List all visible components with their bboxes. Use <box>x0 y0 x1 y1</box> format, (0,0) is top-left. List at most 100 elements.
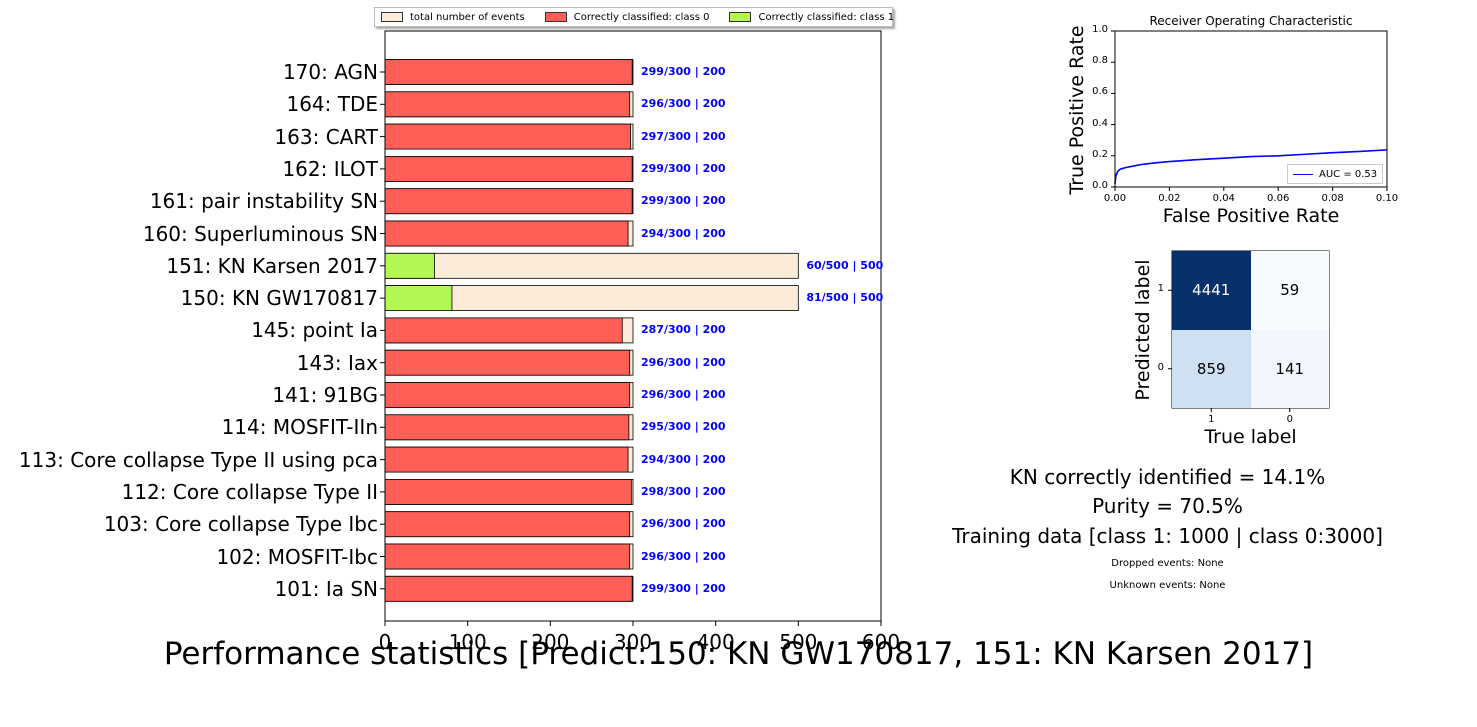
cm-y-tick-label: 0 <box>1157 361 1164 373</box>
x-tick-label: 0 <box>378 630 392 654</box>
kn-identified-text: KN correctly identified = 14.1% <box>1009 465 1326 489</box>
bar-annotation: 294/300 | 200 <box>641 226 726 240</box>
category-label: 162: ILOT <box>282 156 378 181</box>
unknown-events-text: Unknown events: None <box>1109 580 1226 591</box>
bar-annotation: 294/300 | 200 <box>641 452 726 466</box>
bar-correct <box>384 543 631 570</box>
category-label: 113: Core collapse Type II using pca <box>18 447 378 472</box>
bar-correct <box>384 220 629 247</box>
bar-annotation: 296/300 | 200 <box>641 517 726 531</box>
legend-swatch-class1 <box>729 12 752 22</box>
category-label: 101: Ia SN <box>274 576 378 601</box>
bar-annotation: 299/300 | 200 <box>641 581 726 595</box>
bar-annotation: 297/300 | 200 <box>641 129 726 143</box>
bar-correct <box>384 317 623 344</box>
bar-correct <box>384 285 453 312</box>
bar-annotation: 296/300 | 200 <box>641 97 726 111</box>
x-tick-label: 300 <box>613 630 653 654</box>
cm-cell: 141 <box>1250 329 1329 408</box>
category-label: 143: Iax <box>296 350 378 375</box>
legend-label-class0: Correctly classified: class 0 <box>573 11 710 23</box>
category-label: 160: Superluminous SN <box>142 221 378 246</box>
legend-label-class1: Correctly classified: class 1 <box>758 11 895 23</box>
category-label: 151: KN Karsen 2017 <box>166 253 378 278</box>
bar-annotation: 299/300 | 200 <box>641 65 726 78</box>
category-label: 150: KN GW170817 <box>180 286 378 311</box>
bar-correct <box>384 91 631 118</box>
bar-annotation: 296/300 | 200 <box>641 388 726 401</box>
bar-correct <box>384 252 435 279</box>
roc-legend-label: AUC = 0.53 <box>1319 168 1378 180</box>
bar-annotation: 81/500 | 500 <box>806 291 884 305</box>
bar-annotation: 295/300 | 200 <box>641 420 726 434</box>
bar-correct <box>384 575 633 602</box>
category-label: 103: Core collapse Type Ibc <box>103 512 378 537</box>
roc-y-tick-label: 0.4 <box>1092 117 1108 129</box>
category-label: 163: CART <box>274 124 378 149</box>
legend-swatch-total <box>381 12 403 22</box>
purity-text: Purity = 70.5% <box>1092 494 1243 518</box>
category-label: 164: TDE <box>286 92 378 117</box>
bar-correct <box>384 123 631 150</box>
bar-correct <box>384 349 631 376</box>
roc-x-tick-label: 0.04 <box>1212 193 1235 204</box>
roc-y-tick-label: 1.0 <box>1092 24 1108 35</box>
bar-annotation: 60/500 | 500 <box>806 258 884 272</box>
bar-annotation: 296/300 | 200 <box>641 549 726 563</box>
roc-y-tick-label: 0.8 <box>1092 55 1108 67</box>
category-label: 161: pair instability SN <box>149 189 378 214</box>
roc-legend: AUC = 0.53 <box>1287 164 1383 184</box>
roc-title: Receiver Operating Characteristic <box>1149 14 1353 28</box>
cm-cell: 859 <box>1172 329 1251 408</box>
bar-annotation: 296/300 | 200 <box>641 355 726 369</box>
cm-xlabel: True label <box>1204 426 1297 448</box>
roc-xlabel: False Positive Rate <box>1162 205 1340 227</box>
bar-correct <box>384 59 633 85</box>
roc-x-tick-label: 0.06 <box>1267 193 1290 204</box>
bar-annotation: 299/300 | 200 <box>641 161 726 175</box>
training-data-text: Training data [class 1: 1000 | class 0:3… <box>952 524 1383 548</box>
roc-x-tick-label: 0.02 <box>1158 193 1181 204</box>
bar-correct <box>384 188 633 215</box>
bar-correct <box>384 511 631 538</box>
bar-correct <box>384 382 631 408</box>
category-label: 112: Core collapse Type II <box>121 479 378 504</box>
bar-annotation: 299/300 | 200 <box>641 194 726 208</box>
x-tick-label: 600 <box>861 630 901 654</box>
bar-correct <box>384 478 632 505</box>
roc-y-tick-label: 0.0 <box>1092 180 1108 191</box>
x-tick-label: 100 <box>448 630 487 654</box>
cm-cell: 4441 <box>1172 251 1251 330</box>
bar-annotation: 287/300 | 200 <box>641 323 726 337</box>
roc-ylabel: True Positive Rate <box>1066 25 1088 195</box>
bar-chart-legend: total number of events Correctly classif… <box>374 7 895 27</box>
category-label: 170: AGN <box>282 60 378 84</box>
bar-correct <box>384 414 630 441</box>
roc-legend-line <box>1293 173 1313 175</box>
bar-correct <box>384 155 633 182</box>
bar-annotation: 298/300 | 200 <box>641 484 726 498</box>
x-tick-label: 400 <box>696 630 735 654</box>
category-label: 141: 91BG <box>272 383 378 407</box>
figure-title: Performance statistics [Predict:150: KN … <box>163 636 1314 672</box>
bar-total <box>384 252 799 279</box>
legend-label-total: total number of events <box>410 11 525 23</box>
roc-y-tick-label: 0.6 <box>1092 86 1108 98</box>
roc-x-tick-label: 0.00 <box>1103 193 1127 204</box>
cm-x-tick-label: 1 <box>1208 414 1215 425</box>
category-label: 145: point Ia <box>251 318 378 343</box>
roc-y-tick-label: 0.2 <box>1092 148 1108 160</box>
legend-item-class0: Correctly classified: class 0 <box>544 11 710 23</box>
dropped-events-text: Dropped events: None <box>1111 558 1224 569</box>
cm-cell: 59 <box>1250 251 1329 330</box>
cm-x-tick-label: 0 <box>1286 414 1293 425</box>
cm-ylabel: Predicted label <box>1132 259 1154 401</box>
roc-x-tick-label: 0.10 <box>1375 193 1399 204</box>
legend-item-total: total number of events <box>381 12 525 23</box>
bar-total <box>384 285 799 312</box>
x-tick-label: 200 <box>531 630 570 654</box>
roc-x-tick-label: 0.08 <box>1321 193 1344 204</box>
legend-swatch-class0 <box>544 12 567 22</box>
cm-y-tick-label: 1 <box>1157 283 1164 295</box>
